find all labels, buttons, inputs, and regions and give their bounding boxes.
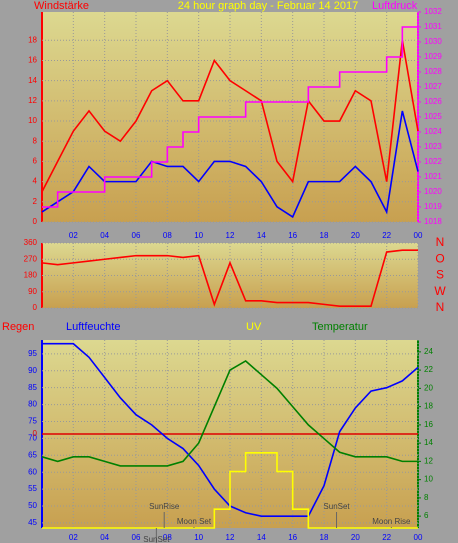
y-tick-label: 8 — [33, 136, 38, 145]
x-tick-label: 18 — [320, 533, 329, 542]
y-tick-label: 12 — [28, 96, 37, 105]
y2-tick-label: 14 — [424, 438, 433, 447]
series-line — [41, 360, 418, 467]
annotation: SunSet — [323, 502, 350, 511]
compass-label: O — [435, 251, 444, 265]
y-tick-label: 0 — [33, 217, 38, 226]
x-tick-label: 10 — [194, 231, 203, 240]
y2-tick-label: 22 — [424, 365, 433, 374]
y-tick-label: 80 — [28, 400, 37, 409]
y2-tick-label: 6 — [424, 511, 429, 520]
x-tick-label: 04 — [100, 533, 109, 542]
y-tick-label: 6 — [33, 157, 38, 166]
y2-tick-label: 1018 — [424, 217, 442, 226]
y-tick-label: 85 — [28, 383, 37, 392]
y2-tick-label: 1021 — [424, 172, 442, 181]
chart-title: 24 hour graph day - Februar 14 2017 — [178, 0, 358, 12]
y-tick-label: 90 — [28, 287, 37, 296]
y-tick-label: 0 — [33, 303, 38, 312]
humidity-label: Luftfeuchte — [66, 321, 120, 333]
y2-tick-label: 1031 — [424, 22, 442, 31]
y2-tick-label: 16 — [424, 420, 433, 429]
y-tick-label: 180 — [24, 271, 38, 280]
y2-tick-label: 1023 — [424, 142, 442, 151]
y2-tick-label: 1032 — [424, 7, 442, 16]
y-tick-label: 45 — [28, 518, 37, 527]
series-line — [42, 452, 418, 529]
x-tick-label: 20 — [351, 231, 360, 240]
x-tick-label: 18 — [320, 231, 329, 240]
y2-tick-label: 1029 — [424, 52, 442, 61]
x-tick-label: 12 — [226, 231, 235, 240]
x-tick-label: 00 — [414, 533, 423, 542]
compass-label: N — [436, 300, 445, 314]
rain-tick-label: 0 — [33, 429, 38, 438]
y-tick-label: 60 — [28, 467, 37, 476]
annotation: Moon Set — [177, 517, 212, 526]
series-line — [41, 249, 418, 307]
uv-label: UV — [246, 321, 262, 333]
x-tick-label: 02 — [69, 533, 78, 542]
annotation: SunRise — [149, 502, 180, 511]
y2-tick-label: 1020 — [424, 187, 442, 196]
y2-tick-label: 1025 — [424, 112, 442, 121]
x-tick-label: 08 — [163, 231, 172, 240]
x-tick-label: 12 — [226, 533, 235, 542]
y2-tick-label: 1026 — [424, 97, 442, 106]
x-tick-label: 14 — [257, 231, 266, 240]
y-tick-label: 360 — [24, 238, 38, 247]
y2-tick-label: 1027 — [424, 82, 442, 91]
x-tick-label: 10 — [194, 533, 203, 542]
annotation: SunSet — [143, 535, 170, 543]
annotation: Moon Rise — [372, 517, 411, 526]
x-tick-label: 06 — [132, 231, 141, 240]
compass-label: W — [434, 284, 446, 298]
series-line — [41, 40, 419, 193]
x-tick-label: 16 — [288, 533, 297, 542]
y-tick-label: 10 — [28, 116, 37, 125]
y2-tick-label: 1030 — [424, 37, 442, 46]
rain-label: Regen — [2, 321, 34, 333]
y-tick-label: 95 — [28, 349, 37, 358]
y2-tick-label: 1019 — [424, 202, 442, 211]
y2-tick-label: 20 — [424, 383, 433, 392]
wind-label: Windstärke — [34, 0, 89, 12]
x-tick-label: 08 — [163, 533, 172, 542]
y2-tick-label: 8 — [424, 493, 429, 502]
y2-tick-label: 18 — [424, 402, 433, 411]
y-tick-label: 50 — [28, 501, 37, 510]
compass-label: S — [436, 268, 444, 282]
x-tick-label: 00 — [414, 231, 423, 240]
y2-tick-label: 24 — [424, 347, 433, 356]
y-tick-label: 70 — [28, 434, 37, 443]
y-tick-label: 75 — [28, 417, 37, 426]
y-tick-label: 14 — [28, 76, 37, 85]
y-tick-label: 55 — [28, 484, 37, 493]
y-tick-label: 18 — [28, 35, 37, 44]
series-line — [42, 26, 418, 208]
compass-label: N — [436, 235, 445, 249]
y2-tick-label: 1022 — [424, 157, 442, 166]
y2-tick-label: 1028 — [424, 67, 442, 76]
y-tick-label: 16 — [28, 56, 37, 65]
pressure-label: Luftdruck — [372, 0, 418, 12]
y-tick-label: 65 — [28, 450, 37, 459]
x-tick-label: 22 — [382, 231, 391, 240]
x-tick-label: 06 — [132, 533, 141, 542]
temperature-label: Temperatur — [312, 321, 368, 333]
y-tick-label: 4 — [33, 177, 38, 186]
y2-tick-label: 1024 — [424, 127, 442, 136]
x-tick-label: 02 — [69, 231, 78, 240]
y-tick-label: 2 — [33, 197, 38, 206]
x-tick-label: 14 — [257, 533, 266, 542]
x-tick-label: 04 — [100, 231, 109, 240]
x-tick-label: 22 — [382, 533, 391, 542]
y-tick-label: 90 — [28, 366, 37, 375]
x-tick-label: 16 — [288, 231, 297, 240]
x-tick-label: 20 — [351, 533, 360, 542]
y2-tick-label: 10 — [424, 475, 433, 484]
y2-tick-label: 12 — [424, 456, 433, 465]
y-tick-label: 270 — [24, 254, 38, 263]
